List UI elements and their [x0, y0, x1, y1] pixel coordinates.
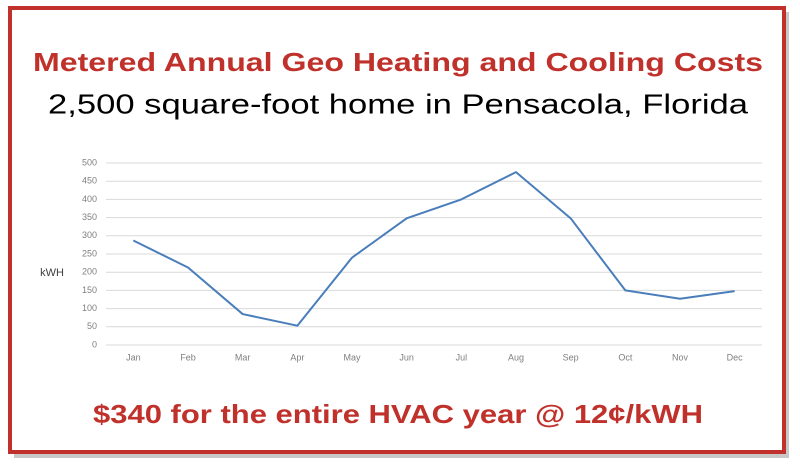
y-tick-label: 400 — [82, 194, 97, 204]
annotation: $340 for the entire HVAC year @ 12¢/kWH — [93, 399, 703, 429]
y-tick-label: 500 — [82, 157, 97, 167]
x-tick-label: Nov — [672, 352, 689, 362]
x-tick-label: Sep — [563, 352, 579, 362]
x-tick-label: Aug — [508, 352, 524, 362]
x-tick-label: Jul — [456, 352, 468, 362]
x-tick-label: Jun — [399, 352, 414, 362]
y-tick-label: 0 — [92, 339, 97, 349]
y-tick-label: 150 — [82, 285, 97, 295]
y-tick-label: 450 — [82, 176, 97, 186]
x-tick-label: Mar — [235, 352, 251, 362]
data-line — [132, 171, 735, 327]
y-tick-label: 300 — [82, 230, 97, 240]
chart-title: Metered Annual Geo Heating and Cooling C… — [33, 47, 763, 77]
y-tick-label: 50 — [87, 321, 97, 331]
x-tick-label: Dec — [727, 352, 744, 362]
frame — [8, 6, 786, 454]
y-tick-label: 200 — [82, 267, 97, 277]
y-tick-label: 250 — [82, 248, 97, 258]
x-tick-label: Apr — [290, 352, 304, 362]
x-tick-label: May — [343, 352, 361, 362]
chart-subtitle: 2,500 square-foot home in Pensacola, Flo… — [48, 88, 749, 119]
x-tick-label: Oct — [618, 352, 633, 362]
y-tick-label: 100 — [82, 303, 97, 313]
x-tick-label: Feb — [180, 352, 196, 362]
y-tick-label: 350 — [82, 212, 97, 222]
y-axis-label: kWH — [40, 267, 64, 279]
x-tick-label: Jan — [126, 352, 141, 362]
